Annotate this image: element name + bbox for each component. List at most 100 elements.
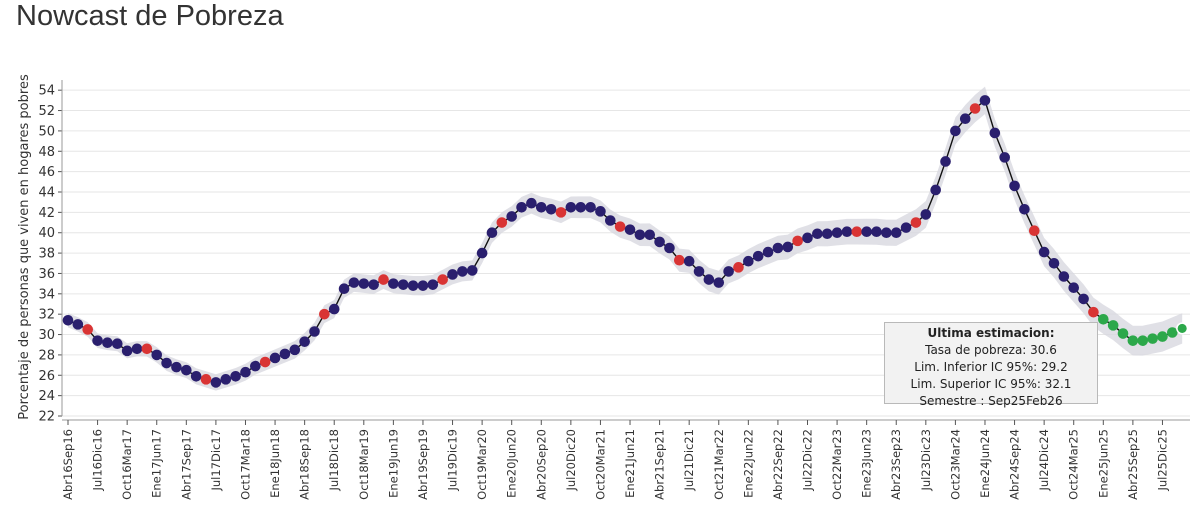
data-point[interactable] [713, 277, 725, 288]
data-point[interactable] [782, 241, 794, 253]
data-point[interactable] [131, 343, 143, 355]
data-point[interactable] [358, 278, 370, 289]
data-point-observed[interactable] [910, 217, 922, 228]
data-point[interactable] [703, 274, 715, 285]
data-point[interactable] [72, 319, 84, 330]
data-point[interactable] [309, 326, 320, 337]
data-point[interactable] [289, 344, 301, 356]
data-point[interactable] [466, 265, 478, 276]
data-point[interactable] [328, 303, 340, 315]
data-point[interactable] [979, 95, 991, 106]
data-point[interactable] [565, 201, 577, 213]
data-point[interactable] [595, 206, 606, 217]
data-point[interactable] [1058, 271, 1070, 282]
data-point[interactable] [644, 229, 656, 241]
data-point[interactable] [812, 228, 823, 240]
data-point[interactable] [181, 364, 192, 376]
data-point-observed[interactable] [437, 274, 448, 285]
data-point-latest[interactable] [1157, 331, 1168, 342]
data-point-observed[interactable] [1028, 225, 1040, 236]
data-point[interactable] [279, 348, 291, 360]
data-point[interactable] [959, 113, 971, 124]
data-point[interactable] [802, 232, 813, 244]
data-point[interactable] [624, 224, 636, 235]
data-point[interactable] [447, 269, 458, 280]
data-point[interactable] [772, 242, 784, 254]
data-point[interactable] [1078, 293, 1089, 305]
data-point-latest[interactable] [1167, 327, 1178, 338]
data-point[interactable] [1019, 204, 1030, 215]
data-point[interactable] [664, 242, 675, 254]
data-point[interactable] [269, 352, 281, 364]
data-point[interactable] [871, 226, 882, 238]
data-point[interactable] [102, 337, 113, 348]
data-point[interactable] [900, 222, 912, 233]
data-point[interactable] [950, 125, 961, 137]
data-point[interactable] [999, 152, 1010, 163]
data-point[interactable] [486, 227, 498, 239]
data-point-observed[interactable] [792, 235, 803, 247]
data-point[interactable] [831, 227, 843, 239]
data-point-observed[interactable] [969, 103, 981, 114]
data-point[interactable] [516, 201, 527, 213]
data-point[interactable] [930, 184, 941, 196]
data-point-observed[interactable] [733, 262, 744, 273]
data-point[interactable] [693, 266, 705, 277]
data-point[interactable] [457, 266, 468, 277]
data-point-hovered[interactable] [1176, 322, 1189, 335]
data-point[interactable] [920, 209, 932, 220]
data-point-observed[interactable] [259, 356, 271, 368]
data-point[interactable] [427, 279, 439, 290]
data-point-observed[interactable] [614, 221, 626, 232]
data-point[interactable] [112, 338, 123, 350]
data-point[interactable] [585, 201, 596, 213]
data-point-observed[interactable] [200, 374, 212, 385]
data-point-observed[interactable] [319, 308, 330, 320]
data-point[interactable] [1009, 180, 1020, 192]
data-point[interactable] [861, 226, 872, 238]
data-point[interactable] [535, 201, 547, 213]
data-point[interactable] [230, 370, 241, 382]
data-point-observed[interactable] [851, 226, 863, 238]
data-point[interactable] [92, 335, 103, 346]
data-point[interactable] [881, 227, 892, 239]
data-point-latest[interactable] [1117, 328, 1129, 339]
data-point[interactable] [841, 226, 853, 238]
data-point[interactable] [299, 336, 310, 347]
data-point[interactable] [240, 366, 251, 378]
data-point[interactable] [575, 201, 587, 213]
data-point[interactable] [250, 360, 261, 372]
data-point[interactable] [190, 370, 202, 382]
data-point[interactable] [654, 236, 665, 248]
data-point[interactable] [476, 247, 488, 259]
data-point[interactable] [220, 374, 232, 385]
data-point[interactable] [388, 278, 399, 289]
data-point[interactable] [545, 204, 557, 215]
data-point-latest[interactable] [1098, 313, 1109, 325]
data-point[interactable] [989, 127, 1001, 139]
data-point[interactable] [368, 279, 379, 290]
data-point[interactable] [338, 283, 350, 295]
data-point[interactable] [605, 215, 616, 226]
data-point[interactable] [762, 246, 774, 258]
data-point-observed[interactable] [1088, 306, 1099, 318]
data-point[interactable] [417, 280, 429, 291]
data-point[interactable] [723, 266, 734, 277]
data-point-observed[interactable] [674, 254, 685, 266]
data-point[interactable] [683, 255, 695, 267]
data-point[interactable] [121, 345, 133, 357]
data-point[interactable] [397, 279, 409, 290]
data-point-latest[interactable] [1127, 335, 1139, 346]
data-point-observed[interactable] [141, 343, 153, 355]
data-point[interactable] [62, 314, 74, 326]
data-point[interactable] [890, 227, 902, 239]
data-point[interactable] [161, 357, 172, 369]
data-point[interactable] [151, 349, 163, 361]
data-point[interactable] [1048, 257, 1060, 269]
data-point[interactable] [506, 211, 517, 222]
data-point[interactable] [348, 277, 360, 288]
data-point[interactable] [821, 228, 833, 240]
data-point-observed[interactable] [555, 207, 567, 218]
data-point[interactable] [171, 361, 182, 373]
data-point[interactable] [210, 377, 222, 388]
